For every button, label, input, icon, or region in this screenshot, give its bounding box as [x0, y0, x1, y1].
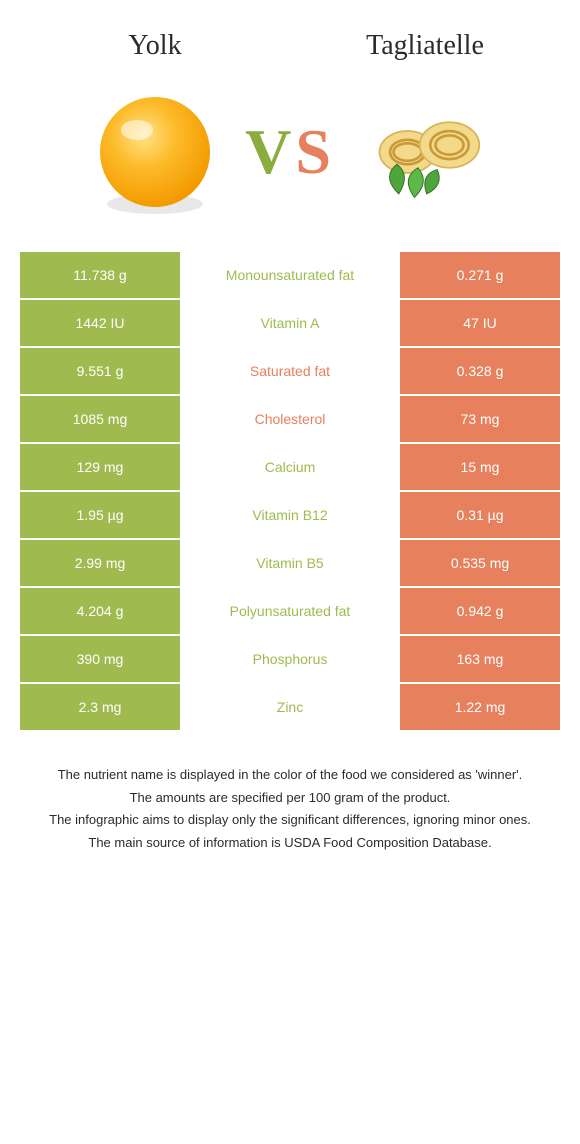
nutrient-label: Phosphorus	[182, 636, 398, 682]
right-value: 0.31 µg	[400, 492, 560, 538]
table-row: 1085 mgCholesterol73 mg	[20, 396, 560, 442]
right-value: 47 IU	[400, 300, 560, 346]
vs-s: S	[295, 116, 335, 187]
right-value: 163 mg	[400, 636, 560, 682]
table-row: 9.551 gSaturated fat0.328 g	[20, 348, 560, 394]
nutrient-label: Saturated fat	[182, 348, 398, 394]
right-value: 15 mg	[400, 444, 560, 490]
footnote-line: The main source of information is USDA F…	[30, 833, 550, 853]
nutrient-label: Calcium	[182, 444, 398, 490]
nutrient-label: Vitamin B12	[182, 492, 398, 538]
table-row: 2.3 mgZinc1.22 mg	[20, 684, 560, 730]
food2-image	[355, 82, 495, 222]
comparison-table: 11.738 gMonounsaturated fat0.271 g1442 I…	[20, 252, 560, 730]
right-value: 0.942 g	[400, 588, 560, 634]
food1-title: Yolk	[20, 30, 290, 62]
food1-image	[85, 82, 225, 222]
right-value: 0.535 mg	[400, 540, 560, 586]
left-value: 9.551 g	[20, 348, 180, 394]
vs-v: V	[245, 116, 295, 187]
footnote-line: The infographic aims to display only the…	[30, 810, 550, 830]
nutrient-label: Cholesterol	[182, 396, 398, 442]
nutrient-label: Polyunsaturated fat	[182, 588, 398, 634]
right-value: 0.271 g	[400, 252, 560, 298]
table-row: 2.99 mgVitamin B50.535 mg	[20, 540, 560, 586]
nutrient-label: Vitamin B5	[182, 540, 398, 586]
table-row: 11.738 gMonounsaturated fat0.271 g	[20, 252, 560, 298]
left-value: 2.3 mg	[20, 684, 180, 730]
left-value: 1085 mg	[20, 396, 180, 442]
left-value: 4.204 g	[20, 588, 180, 634]
left-value: 2.99 mg	[20, 540, 180, 586]
right-value: 1.22 mg	[400, 684, 560, 730]
hero-row: VS	[20, 82, 560, 222]
right-value: 0.328 g	[400, 348, 560, 394]
nutrient-label: Vitamin A	[182, 300, 398, 346]
nutrient-label: Monounsaturated fat	[182, 252, 398, 298]
footnotes: The nutrient name is displayed in the co…	[20, 765, 560, 852]
title-row: Yolk Tagliatelle	[20, 30, 560, 62]
table-row: 129 mgCalcium15 mg	[20, 444, 560, 490]
left-value: 1.95 µg	[20, 492, 180, 538]
table-row: 1.95 µgVitamin B120.31 µg	[20, 492, 560, 538]
footnote-line: The amounts are specified per 100 gram o…	[30, 788, 550, 808]
left-value: 390 mg	[20, 636, 180, 682]
table-row: 1442 IUVitamin A47 IU	[20, 300, 560, 346]
vs-label: VS	[245, 115, 335, 189]
left-value: 11.738 g	[20, 252, 180, 298]
left-value: 1442 IU	[20, 300, 180, 346]
right-value: 73 mg	[400, 396, 560, 442]
footnote-line: The nutrient name is displayed in the co…	[30, 765, 550, 785]
table-row: 4.204 gPolyunsaturated fat0.942 g	[20, 588, 560, 634]
nutrient-label: Zinc	[182, 684, 398, 730]
left-value: 129 mg	[20, 444, 180, 490]
food2-title: Tagliatelle	[290, 30, 560, 62]
table-row: 390 mgPhosphorus163 mg	[20, 636, 560, 682]
